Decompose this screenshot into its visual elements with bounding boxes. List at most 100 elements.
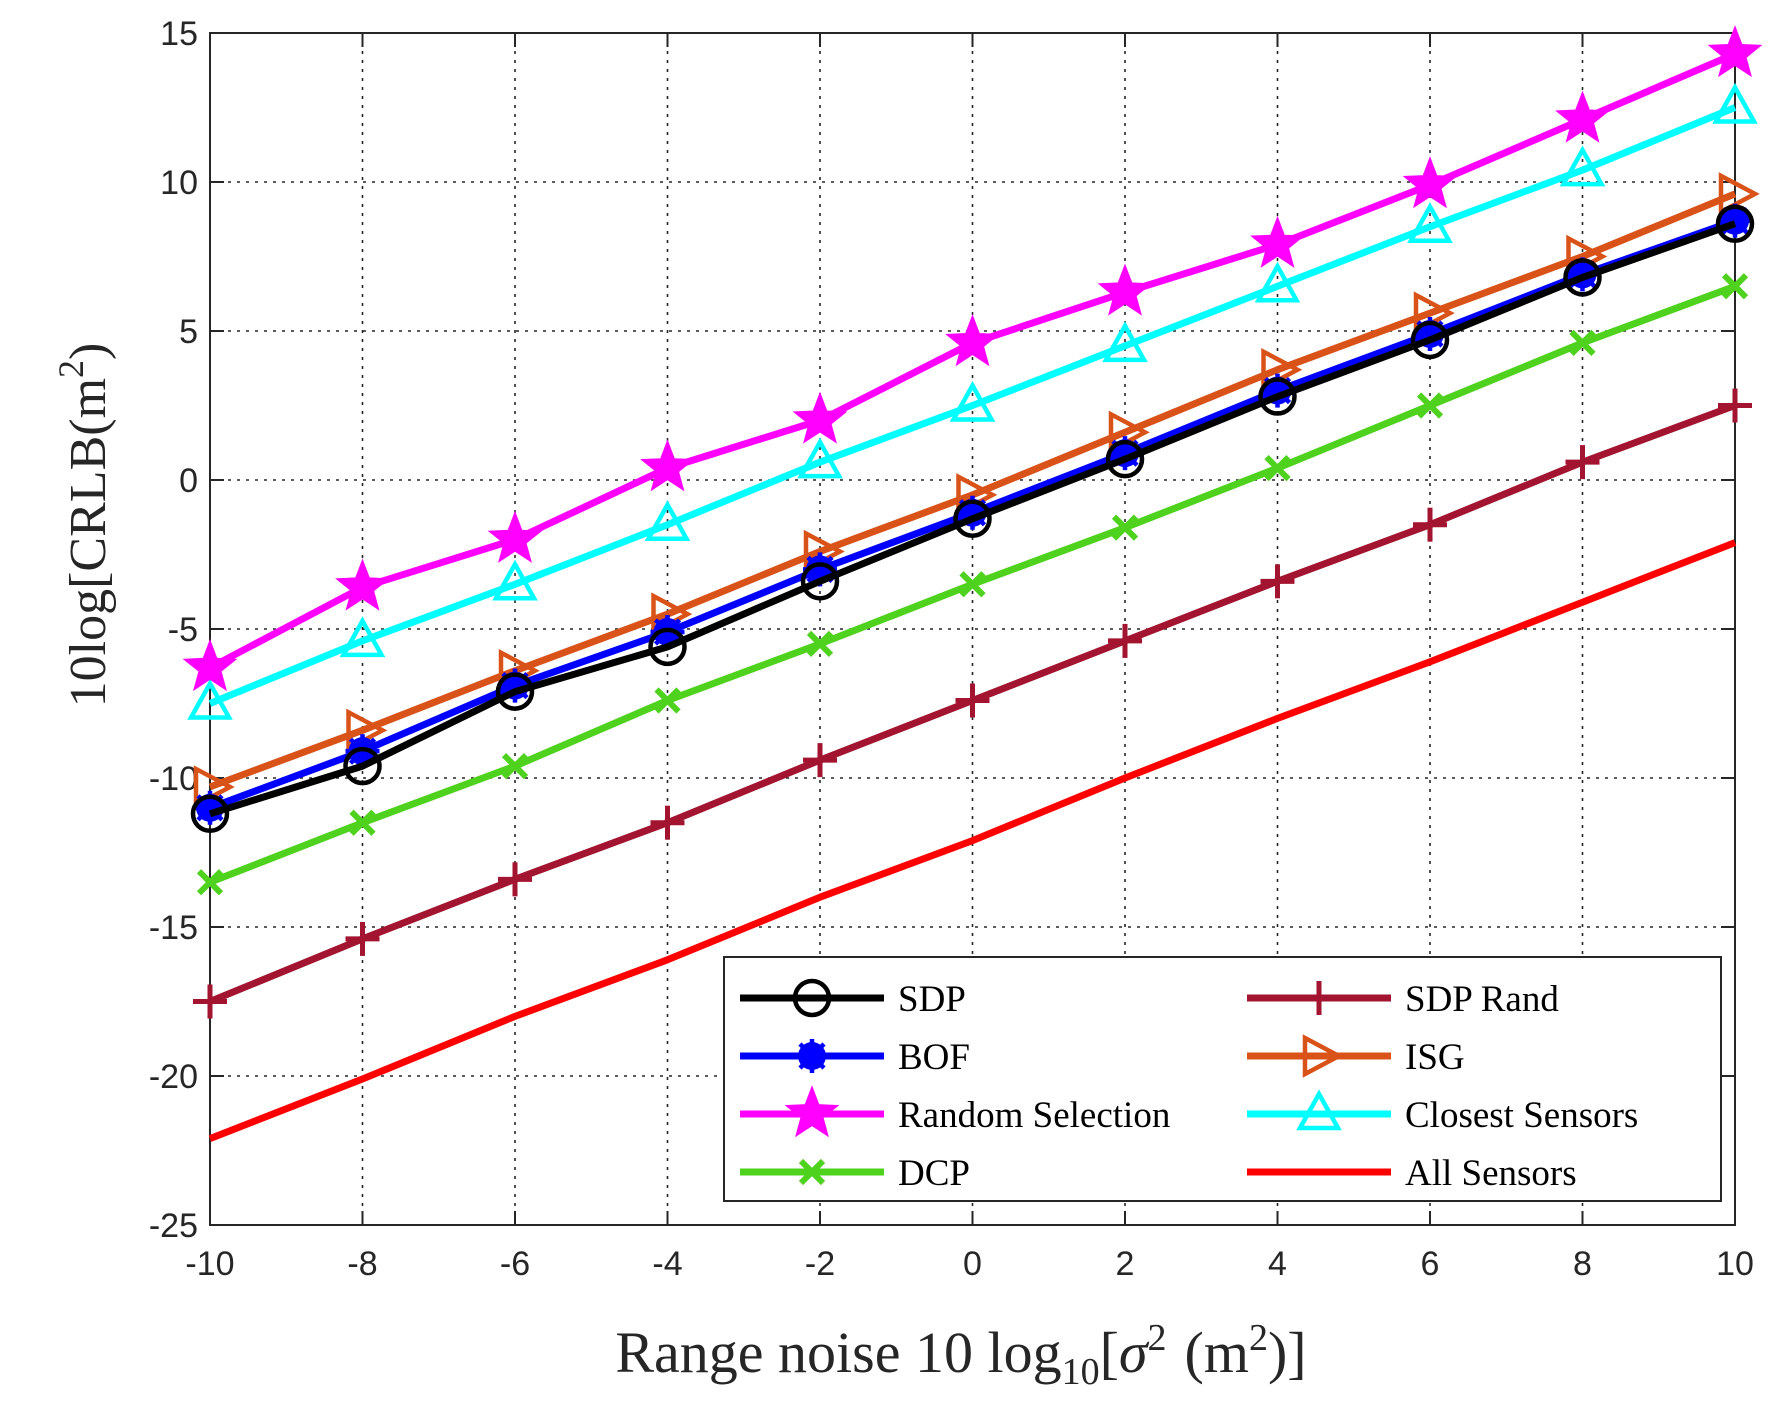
legend-entry-sdp: SDP	[740, 978, 966, 1020]
data-point-dcp	[1569, 329, 1596, 357]
data-point-sdp-rand	[345, 921, 380, 956]
x-axis-label-prefix: Range noise 10 log	[615, 1320, 1061, 1385]
x-stroke	[1569, 329, 1596, 357]
data-point-sdp	[1563, 258, 1602, 297]
data-point-random-selection	[182, 638, 238, 692]
legend-entry-random-selection: Random Selection	[740, 1085, 1170, 1138]
data-point-sdp-rand	[955, 683, 990, 718]
data-point-dcp	[196, 869, 224, 896]
y-tick-label: 15	[160, 15, 198, 53]
data-point-closest-sensors	[1712, 82, 1758, 124]
data-point-sdp-rand	[1565, 445, 1600, 480]
series-line-closest-sensors	[208, 104, 1737, 707]
y-tick-label: -25	[149, 1207, 198, 1245]
y-axis-label-close: )	[60, 343, 117, 360]
x-axis-label-unit-sup: 2	[1249, 1317, 1268, 1359]
data-point-random-selection	[335, 558, 390, 611]
x-tick-label: 8	[1573, 1245, 1592, 1283]
data-point-sdp	[495, 672, 535, 711]
legend-marker	[795, 1039, 829, 1073]
legend-label: Random Selection	[898, 1095, 1170, 1136]
data-point-sdp	[953, 499, 992, 538]
y-axis-label: 10log[CRLB(m2)	[51, 343, 117, 708]
data-point-sdp-rand	[193, 984, 227, 1019]
x-axis-ticks: -10 -8 -6 -4 -2 0 2 4 6 8 10	[185, 33, 1754, 1283]
legend-entry-bof: BOF	[740, 1037, 970, 1078]
data-point-random-selection	[1555, 90, 1610, 143]
data-point-isg	[1718, 172, 1760, 216]
x-tick-label: 10	[1716, 1245, 1754, 1283]
legend-label: All Sensors	[1405, 1153, 1577, 1194]
x-tick-label: -6	[500, 1245, 530, 1283]
data-point-sdp-rand	[1260, 564, 1295, 599]
data-point-sdp-rand	[650, 805, 685, 840]
x-axis-label-subscript: 10	[1062, 1351, 1100, 1393]
x-axis-label-unit: (m	[1185, 1320, 1249, 1385]
x-stroke	[959, 571, 986, 598]
data-point-random-selection	[1707, 25, 1763, 78]
data-point-dcp	[1721, 273, 1749, 300]
data-point-random-selection	[1402, 156, 1458, 209]
x-stroke	[806, 630, 834, 658]
data-point-closest-sensors	[339, 616, 386, 658]
data-point-closest-sensors	[797, 437, 843, 479]
data-point-random-selection	[1097, 263, 1153, 316]
data-point-dcp	[959, 571, 986, 598]
data-point-closest-sensors	[1407, 202, 1453, 243]
data-point-random-selection	[640, 439, 695, 492]
data-point-closest-sensors	[1254, 261, 1301, 303]
x-stroke	[501, 752, 529, 780]
series-dcp	[196, 273, 1749, 896]
legend-marker	[1302, 1034, 1344, 1078]
grid	[210, 33, 1735, 1225]
legend-box	[723, 956, 1722, 1202]
data-point-sdp-rand	[1718, 388, 1752, 423]
x-stroke	[654, 687, 681, 714]
series-random-selection	[182, 25, 1763, 692]
x-tick-label: 0	[963, 1245, 982, 1283]
data-point-sdp-rand	[1108, 623, 1142, 658]
x-tick-label: 2	[1116, 1245, 1135, 1283]
data-point-sdp-rand	[498, 862, 532, 897]
y-tick-label: -10	[149, 760, 198, 798]
legend-marker	[1302, 981, 1336, 1015]
data-point-closest-sensors	[187, 678, 233, 720]
x-tick-label: 4	[1268, 1245, 1287, 1283]
series-closest-sensors	[187, 82, 1758, 720]
x-axis-label-close: )]	[1268, 1320, 1307, 1385]
x-stroke	[1416, 392, 1444, 419]
legend-label: BOF	[898, 1037, 970, 1078]
y-axis-ticks: -25 -20 -15 -10 -5 0 5 10 15	[149, 15, 1735, 1245]
data-point-sdp	[1715, 204, 1755, 243]
series-sdp	[190, 204, 1755, 834]
data-point-sdp	[1410, 320, 1450, 360]
y-tick-label: -15	[149, 909, 198, 947]
data-point-sdp	[190, 794, 230, 834]
y-tick-label: -5	[168, 611, 198, 649]
data-point-dcp	[1111, 514, 1139, 541]
data-point-closest-sensors	[1102, 321, 1148, 363]
asterisk-stroke	[806, 555, 834, 584]
series-layer	[182, 25, 1763, 1142]
data-point-closest-sensors	[644, 500, 691, 541]
legend-entry-isg: ISG	[1247, 1034, 1465, 1078]
legend-entry-sdp-rand: SDP Rand	[1247, 979, 1559, 1020]
data-point-dcp	[349, 809, 376, 836]
y-tick-label: 0	[179, 462, 198, 500]
legend-label: ISG	[1405, 1037, 1465, 1078]
data-point-closest-sensors	[949, 380, 996, 422]
legend-label: SDP Rand	[1405, 979, 1559, 1020]
data-point-sdp	[800, 562, 840, 601]
series-line-sdp	[208, 220, 1737, 818]
x-tick-label: -10	[185, 1245, 234, 1283]
x-stroke	[798, 1158, 826, 1186]
data-point-random-selection	[487, 510, 543, 563]
y-tick-label: 10	[160, 164, 198, 202]
x-stroke	[1721, 273, 1749, 300]
legend-marker	[792, 978, 832, 1018]
legend-marker	[1296, 1089, 1342, 1131]
data-point-sdp-rand	[1413, 507, 1447, 542]
series-sdp-rand	[193, 388, 1752, 1019]
data-point-sdp	[648, 627, 687, 667]
